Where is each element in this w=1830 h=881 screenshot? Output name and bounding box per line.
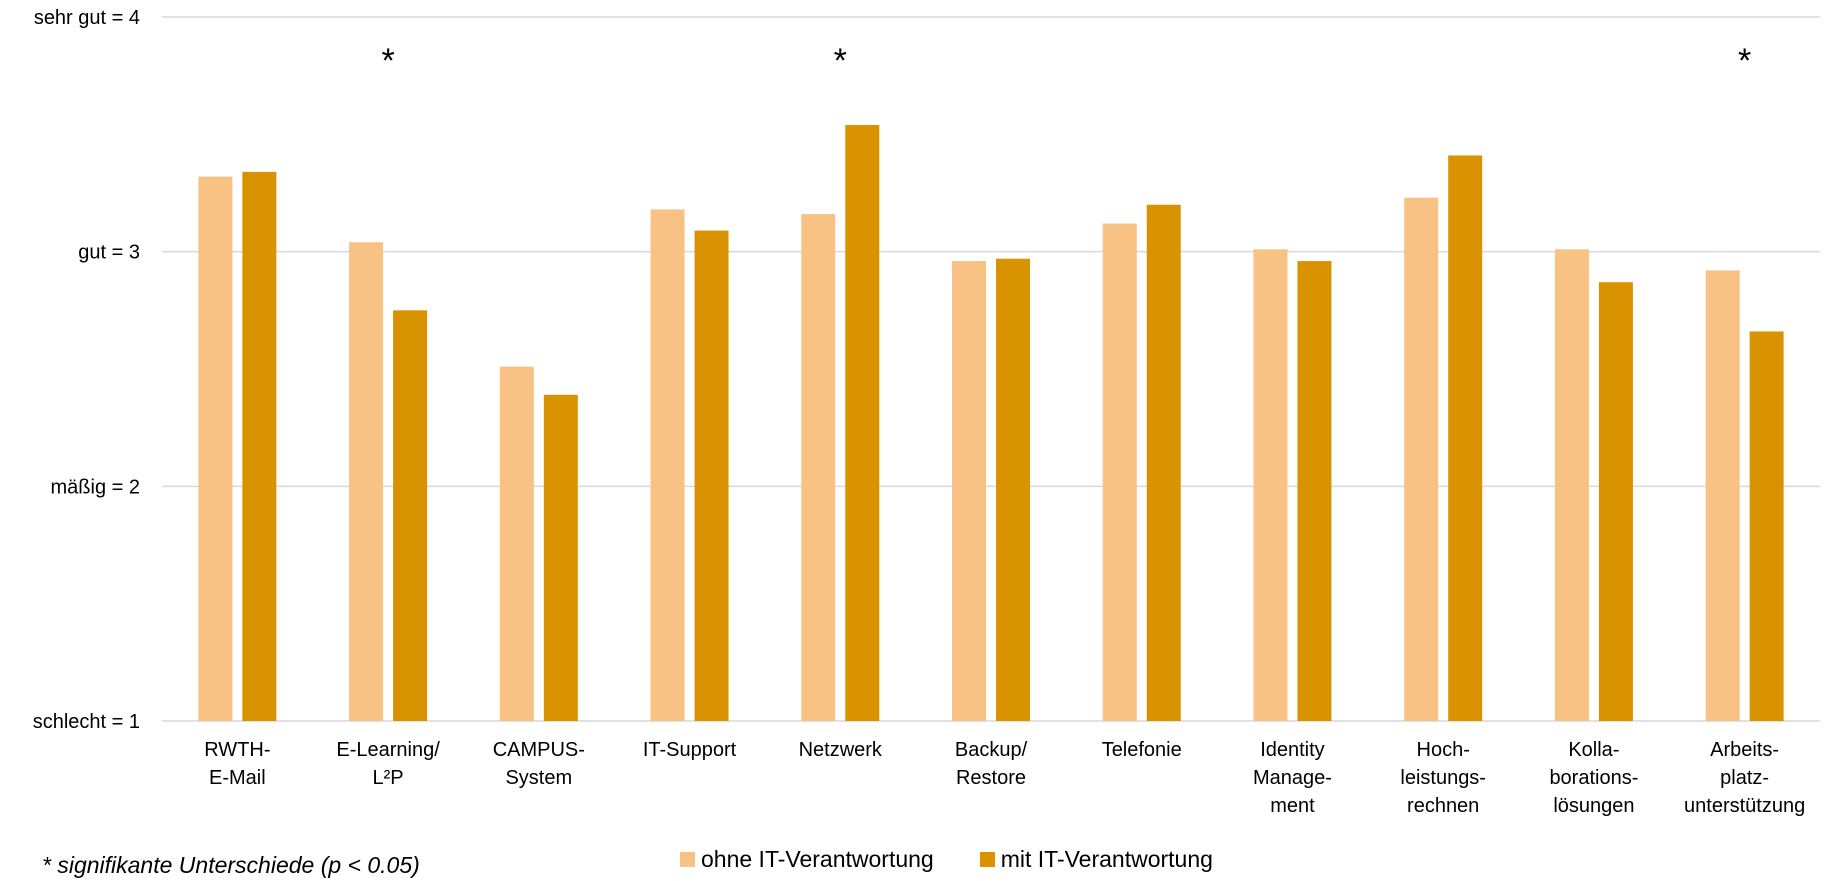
x-tick-label: borations- xyxy=(1549,767,1638,789)
bar-mit xyxy=(996,258,1030,721)
x-tick-label: Arbeits- xyxy=(1710,739,1779,761)
y-tick-label: schlecht = 1 xyxy=(33,711,140,733)
x-tick-label: RWTH- xyxy=(204,739,270,761)
x-tick-label: Identity xyxy=(1260,739,1324,761)
significance-marker: * xyxy=(834,42,847,80)
x-tick-label: L²P xyxy=(373,767,404,789)
x-tick-label: Manage- xyxy=(1253,767,1332,789)
bar-mit xyxy=(1146,204,1181,721)
bar-mit xyxy=(694,230,729,721)
x-tick-label: rechnen xyxy=(1407,795,1479,817)
bar-mit xyxy=(242,171,277,721)
x-tick-label: lösungen xyxy=(1553,795,1634,817)
bar-ohne xyxy=(499,366,534,721)
bar-mit xyxy=(1448,155,1483,721)
bar-ohne xyxy=(1253,249,1288,721)
legend-swatch-mit xyxy=(979,852,995,867)
bar-ohne xyxy=(198,176,233,721)
legend: ohne IT-Verantwortung mit IT-Verantwortu… xyxy=(680,846,1213,873)
bar-mit xyxy=(845,124,880,722)
x-tick-label: E-Learning/ xyxy=(336,739,440,761)
y-tick-label: sehr gut = 4 xyxy=(34,7,140,29)
bar-ohne xyxy=(650,209,685,721)
bar-ohne xyxy=(952,261,986,721)
legend-item-ohne: ohne IT-Verantwortung xyxy=(680,846,934,873)
bar-mit xyxy=(1598,282,1633,721)
bar-ohne xyxy=(1404,197,1439,721)
bar-mit xyxy=(1297,261,1332,721)
bar-ohne xyxy=(1554,249,1589,721)
x-tick-label: Hoch- xyxy=(1417,739,1470,761)
footnote: * signifikante Unterschiede (p < 0.05) xyxy=(42,852,420,878)
x-tick-label: CAMPUS- xyxy=(493,739,585,761)
bar-ohne xyxy=(1705,270,1740,721)
bar-ohne xyxy=(349,242,384,721)
x-tick-label: Kolla- xyxy=(1568,739,1619,761)
x-tick-label: platz- xyxy=(1720,767,1769,789)
legend-swatch-ohne xyxy=(680,852,695,867)
x-tick-label: Telefonie xyxy=(1102,739,1182,761)
x-tick-label: leistungs- xyxy=(1400,767,1486,789)
x-tick-label: Restore xyxy=(956,767,1026,789)
x-tick-label: E-Mail xyxy=(209,767,266,789)
x-tick-label: Backup/ xyxy=(955,739,1028,761)
bar-ohne xyxy=(801,214,836,721)
x-tick-label: System xyxy=(505,767,572,789)
significance-marker: * xyxy=(1738,42,1751,80)
bar-mit xyxy=(543,394,578,721)
bar-ohne xyxy=(1102,223,1137,722)
x-tick-label: IT-Support xyxy=(643,739,737,761)
legend-item-mit: mit IT-Verantwortung xyxy=(979,846,1213,873)
y-tick-label: mäßig = 2 xyxy=(51,476,140,498)
legend-label-ohne: ohne IT-Verantwortung xyxy=(701,846,934,872)
x-tick-label: Netzwerk xyxy=(799,739,883,761)
legend-label-mit: mit IT-Verantwortung xyxy=(1000,846,1213,872)
x-tick-label: unterstützung xyxy=(1684,795,1805,817)
x-tick-label: ment xyxy=(1270,795,1315,817)
bar-mit xyxy=(1749,331,1784,721)
significance-marker: * xyxy=(381,42,394,80)
bar-mit xyxy=(393,310,428,721)
y-tick-label: gut = 3 xyxy=(78,242,140,264)
